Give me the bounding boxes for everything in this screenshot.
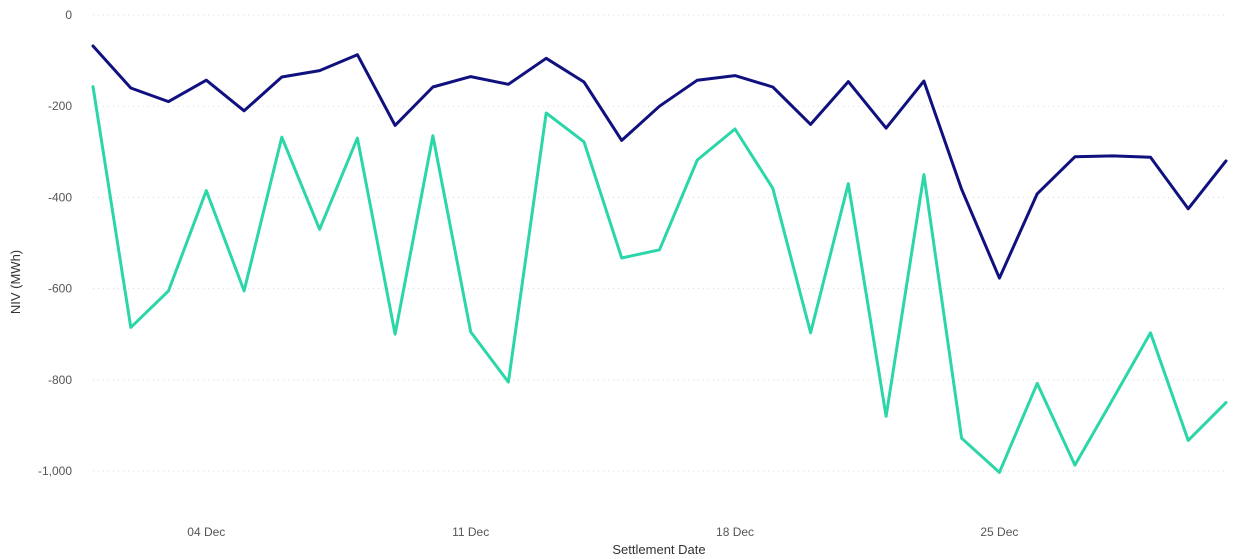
y-tick-label: -200 [48,99,72,113]
y-axis-ticks: 0 -200 -400 -600 -800 -1,000 [38,8,72,478]
y-tick-label: -1,000 [38,464,72,478]
y-tick-label: 0 [65,8,72,22]
x-tick-label: 25 Dec [980,525,1018,539]
x-tick-label: 18 Dec [716,525,754,539]
series-lines [91,44,1228,474]
x-tick-label: 11 Dec [452,525,489,539]
series-line-1 [91,44,1228,280]
y-tick-label: -800 [48,373,72,387]
grid-lines [93,14,1228,472]
x-tick-label: 04 Dec [187,525,225,539]
series-line-2 [91,85,1228,474]
y-tick-label: -400 [48,190,72,204]
y-axis-title: NIV (MWh) [8,250,23,314]
x-axis-title: Settlement Date [612,542,705,557]
y-tick-label: -600 [48,282,72,296]
x-axis-ticks: 04 Dec 11 Dec 18 Dec 25 Dec [187,525,1018,539]
